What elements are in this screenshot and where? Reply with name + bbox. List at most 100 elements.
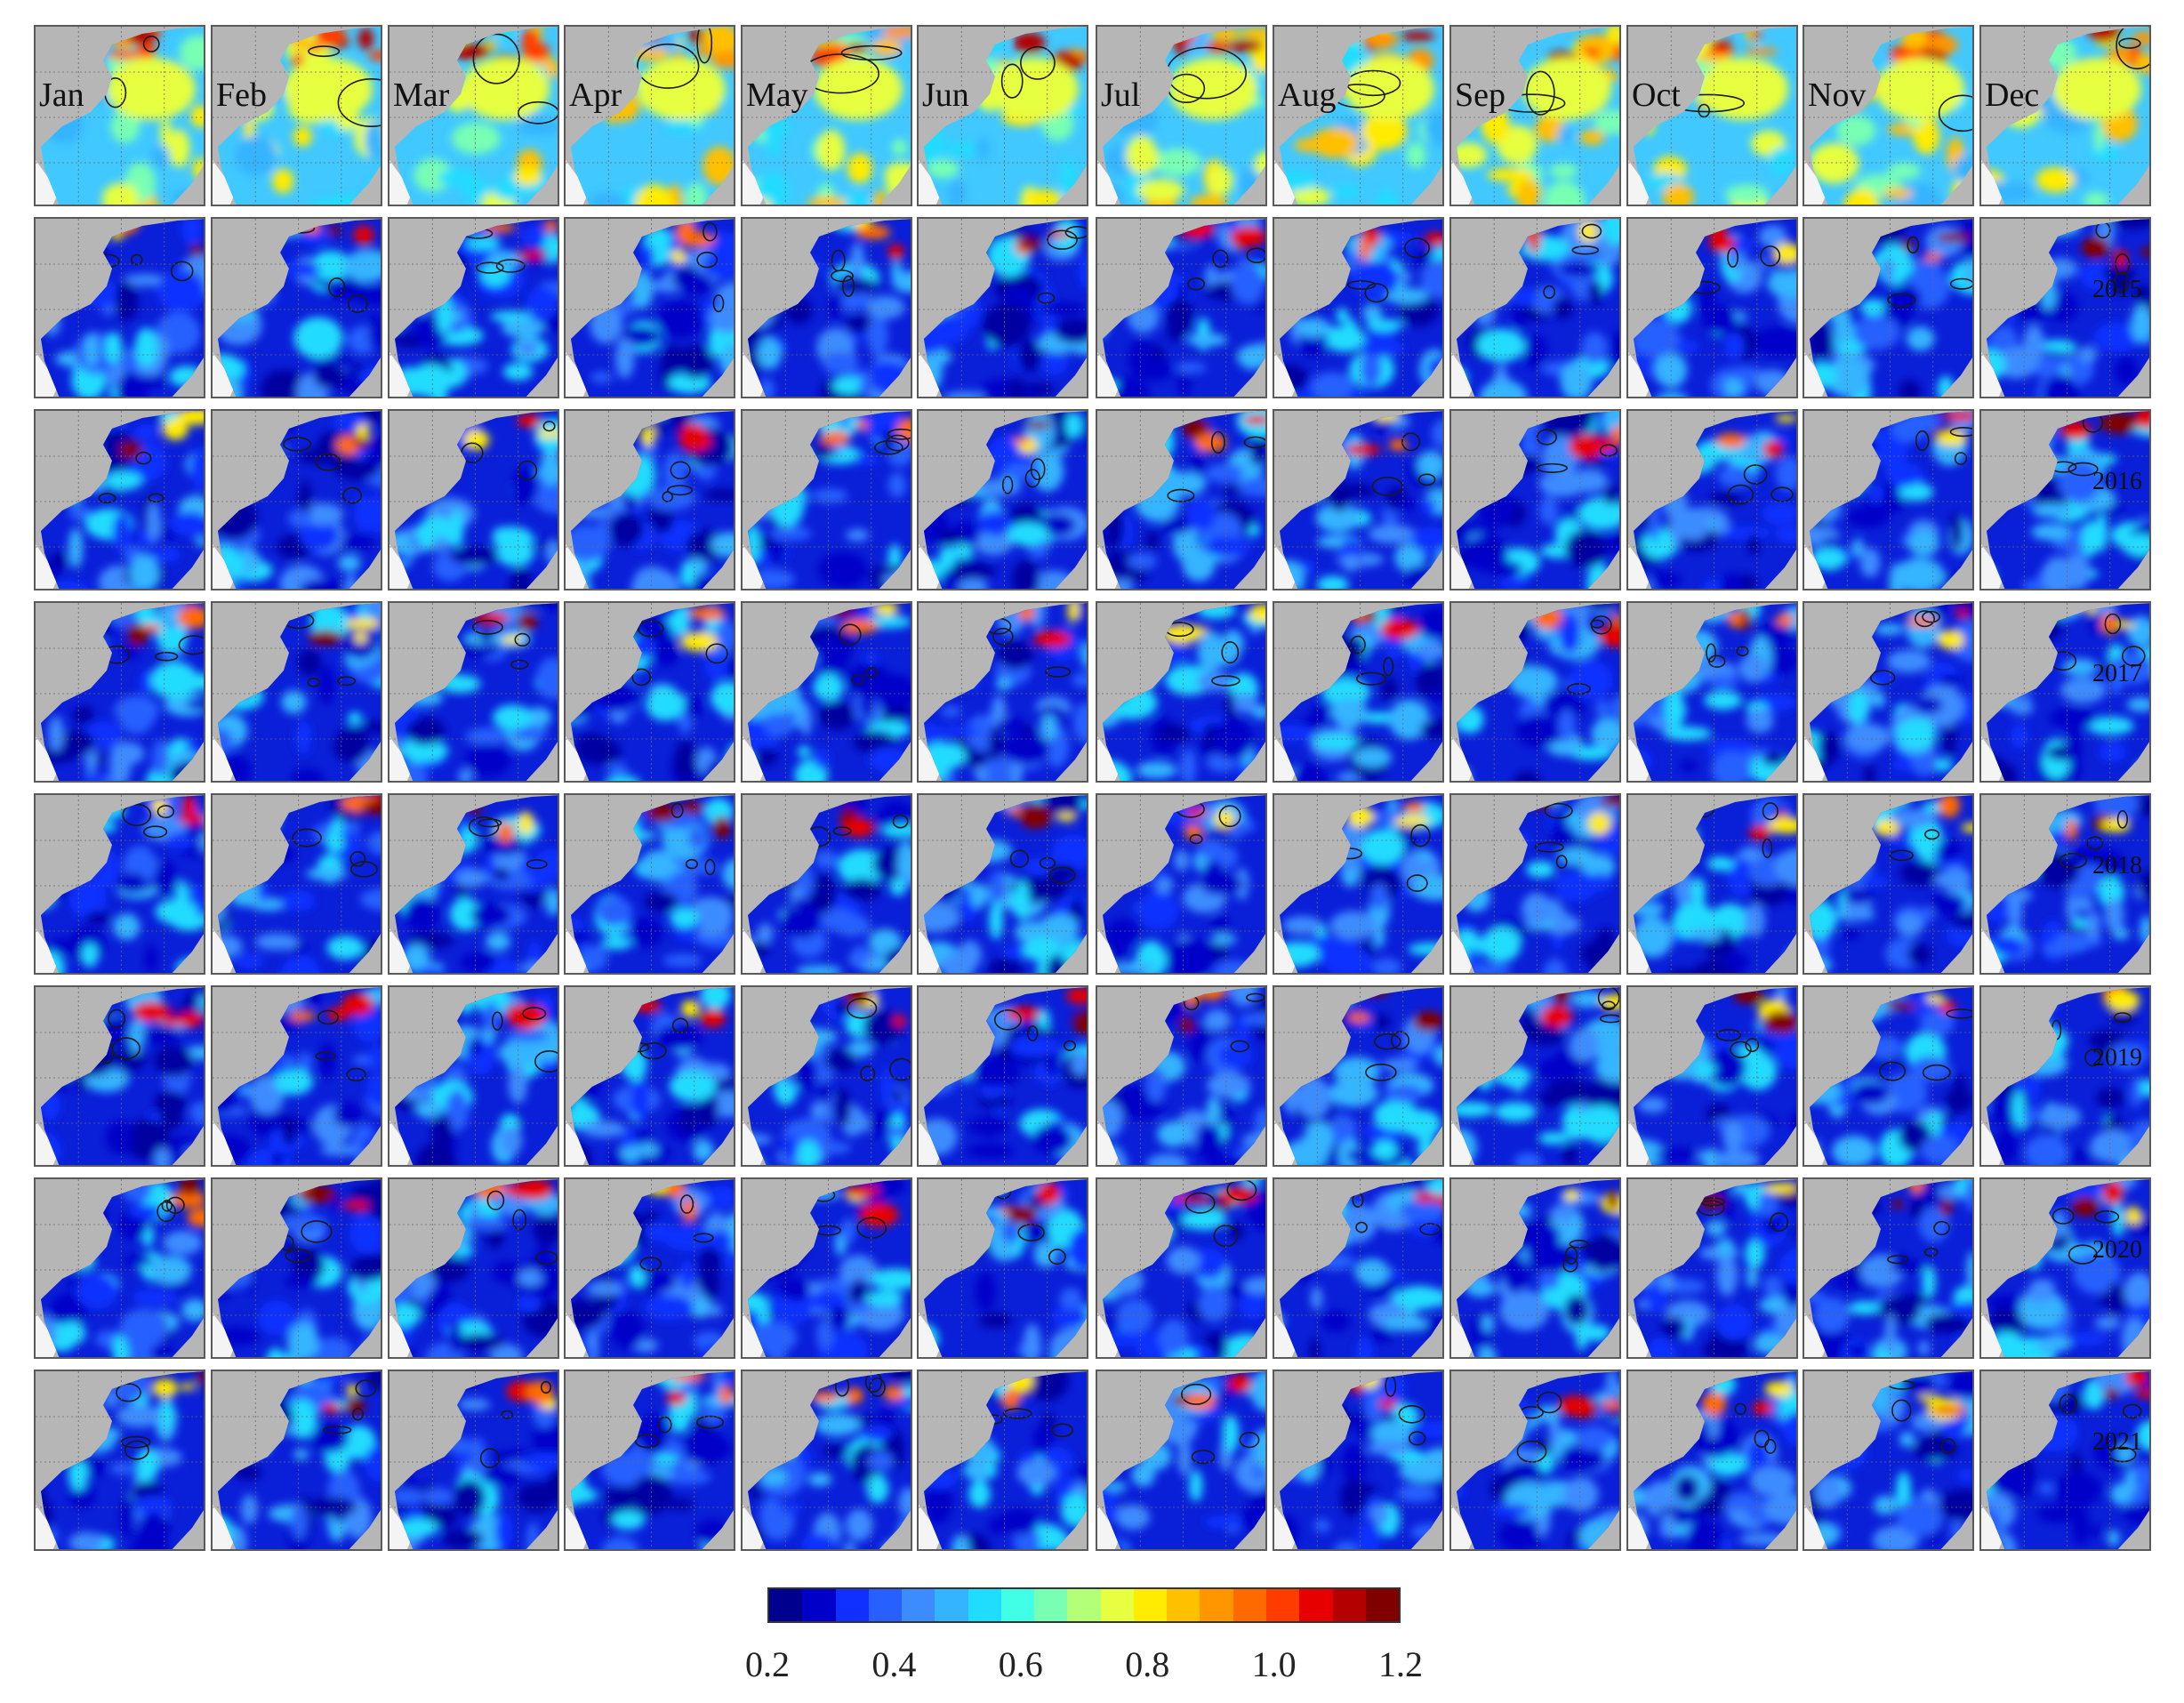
map-heatmap xyxy=(1451,1371,1619,1549)
contour-line xyxy=(2116,27,2149,70)
map-panel xyxy=(388,601,559,783)
map-heatmap xyxy=(1097,1179,1265,1357)
map-heatmap xyxy=(743,795,911,973)
map-panel xyxy=(1273,1177,1444,1359)
map-heatmap xyxy=(1981,411,2149,589)
map-heatmap xyxy=(919,987,1087,1165)
contour-line xyxy=(1374,1032,1401,1050)
contour-line xyxy=(1770,486,1794,502)
no-data-area xyxy=(1274,1313,1297,1357)
no-data-area xyxy=(1628,1121,1651,1165)
map-heatmap xyxy=(1804,987,1972,1165)
contour-line xyxy=(135,451,152,465)
contour-line xyxy=(705,643,728,664)
contour-line xyxy=(679,1194,695,1214)
contour-line xyxy=(1760,245,1781,267)
colorbar-swatch xyxy=(1299,1589,1333,1621)
map-panel: May xyxy=(741,25,912,206)
contour-line xyxy=(308,45,341,58)
contour-line xyxy=(1356,671,1387,686)
no-data-area xyxy=(36,1505,59,1549)
no-data-area xyxy=(919,1505,942,1549)
map-heatmap xyxy=(1628,219,1796,397)
map-panel: 2019 xyxy=(1979,985,2151,1167)
contour-line xyxy=(1581,223,1602,239)
contour-line xyxy=(1887,293,1916,308)
no-data-area xyxy=(1981,1121,2004,1165)
contour-line xyxy=(540,1380,552,1394)
contour-line xyxy=(2094,1209,2120,1224)
contour-line xyxy=(1946,1008,1972,1019)
contour-line xyxy=(1924,829,1940,840)
no-data-area xyxy=(213,928,236,973)
no-data-area xyxy=(919,1121,942,1165)
contour-line xyxy=(874,440,903,455)
map-panel xyxy=(34,793,205,975)
month-label: Dec xyxy=(1985,76,2040,114)
map-heatmap xyxy=(1981,1179,2149,1357)
contour-line xyxy=(1210,430,1225,454)
colorbar-tick-label: 0.4 xyxy=(871,1644,917,1684)
no-data-area xyxy=(213,352,236,397)
contour-line xyxy=(1048,866,1076,884)
contour-line xyxy=(1922,1064,1951,1081)
map-panel xyxy=(917,409,1088,590)
no-data-area xyxy=(1097,1313,1120,1357)
contour-line xyxy=(1184,1192,1216,1214)
contour-line xyxy=(1409,1431,1426,1446)
no-data-area xyxy=(1451,544,1474,589)
contour-line xyxy=(1221,640,1240,664)
contour-line xyxy=(1562,1257,1578,1273)
contour-line xyxy=(157,1201,176,1223)
map-panel xyxy=(388,1370,559,1551)
contour-line xyxy=(685,858,698,870)
map-heatmap xyxy=(36,219,204,397)
contour-line xyxy=(1026,1025,1039,1042)
year-label: 2021 xyxy=(2092,1428,2142,1456)
contour-line xyxy=(468,815,500,837)
contour-line xyxy=(355,1379,377,1398)
map-panel xyxy=(564,601,735,783)
no-data-area xyxy=(389,928,413,973)
contour-line xyxy=(1001,475,1014,494)
map-panel: Dec xyxy=(1979,25,2151,206)
map-panel xyxy=(564,985,735,1167)
contour-line xyxy=(1698,103,1710,118)
no-data-area xyxy=(1274,1505,1297,1549)
contour-line xyxy=(1406,874,1428,892)
map-panel xyxy=(211,1370,382,1551)
map-heatmap xyxy=(1628,603,1796,781)
colorbar-swatch xyxy=(968,1589,1001,1621)
contour-line xyxy=(1734,1402,1746,1416)
map-heatmap xyxy=(919,603,1087,781)
map-panel xyxy=(1096,1370,1267,1551)
contour-line xyxy=(1051,1423,1074,1438)
contour-line xyxy=(315,453,341,471)
contour-line xyxy=(1597,987,1619,1009)
no-data-area xyxy=(389,160,413,205)
map-heatmap xyxy=(1451,1179,1619,1357)
no-data-area xyxy=(1274,352,1297,397)
no-data-area xyxy=(919,544,942,589)
contour-line xyxy=(315,1051,336,1061)
map-panel: 2017 xyxy=(1979,601,2151,783)
no-data-area xyxy=(566,1505,589,1549)
map-heatmap xyxy=(566,987,734,1165)
contour-line xyxy=(856,1217,887,1239)
map-panel: Jun xyxy=(917,25,1088,206)
contour-line xyxy=(1907,236,1920,254)
no-data-area xyxy=(1451,1313,1474,1357)
map-heatmap xyxy=(1628,1371,1796,1549)
no-data-area xyxy=(1804,1505,1827,1549)
contour-line xyxy=(1764,1439,1777,1455)
contour-line xyxy=(471,619,503,635)
map-panel xyxy=(564,1177,735,1359)
map-panel: 2018 xyxy=(1979,793,2151,975)
contour-line xyxy=(1730,1040,1752,1058)
colorbar-tick-label: 1.0 xyxy=(1251,1644,1297,1684)
map-heatmap xyxy=(1804,603,1972,781)
contour-line xyxy=(1567,683,1591,695)
no-data-area xyxy=(1274,160,1297,205)
contour-line xyxy=(1590,619,1604,629)
contour-line xyxy=(1390,1031,1410,1050)
